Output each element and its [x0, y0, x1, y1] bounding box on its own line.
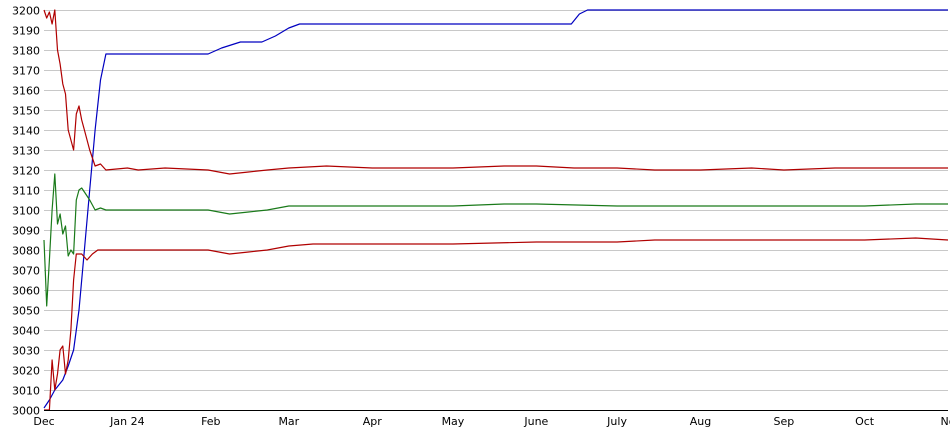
y-tick-label: 3010 [12, 385, 40, 398]
x-tick-label: Oct [855, 415, 875, 428]
y-tick-label: 3040 [12, 325, 40, 338]
series-lines [43, 9, 949, 411]
y-tick-label: 3080 [12, 245, 40, 258]
y-tick-label: 3170 [12, 65, 40, 78]
x-tick-label: July [606, 415, 627, 428]
y-tick-label: 3000 [12, 405, 40, 418]
y-axis-tick-labels: 3000 3010 3020 3030 3040 3050 3060 3070 3080 3090… [12, 5, 40, 418]
x-tick-label: Dec [33, 415, 54, 428]
y-tick-label: 3050 [12, 305, 40, 318]
y-tick-label: 3060 [12, 285, 40, 298]
x-tick-label: Aug [690, 415, 711, 428]
series-line-2 [43, 9, 948, 175]
y-tick-label: 3070 [12, 265, 40, 278]
y-tick-label: 3180 [12, 45, 40, 58]
x-tick-label: Jan 24 [109, 415, 144, 428]
x-tick-label: No [941, 415, 950, 428]
x-tick-label: Mar [278, 415, 299, 428]
y-tick-label: 3020 [12, 365, 40, 378]
y-tick-label: 3120 [12, 165, 40, 178]
x-tick-label: June [523, 415, 548, 428]
x-tick-label: May [442, 415, 465, 428]
series-line-1 [43, 9, 948, 409]
y-tick-label: 3200 [12, 5, 40, 18]
x-tick-label: Feb [201, 415, 220, 428]
y-tick-label: 3100 [12, 205, 40, 218]
y-tick-label: 3150 [12, 105, 40, 118]
y-tick-label: 3160 [12, 85, 40, 98]
y-tick-label: 3130 [12, 145, 40, 158]
series-line-4 [44, 237, 949, 411]
y-tick-label: 3090 [12, 225, 40, 238]
y-tick-label: 3190 [12, 25, 40, 38]
y-tick-label: 3140 [12, 125, 40, 138]
x-axis-tick-labels: Dec Jan 24 Feb Mar Apr May June July Aug Sep Oct No [33, 415, 950, 428]
y-tick-label: 3110 [12, 185, 40, 198]
series-line-3 [43, 173, 948, 307]
y-tick-label: 3030 [12, 345, 40, 358]
x-tick-label: Sep [774, 415, 795, 428]
x-tick-label: Apr [363, 415, 383, 428]
